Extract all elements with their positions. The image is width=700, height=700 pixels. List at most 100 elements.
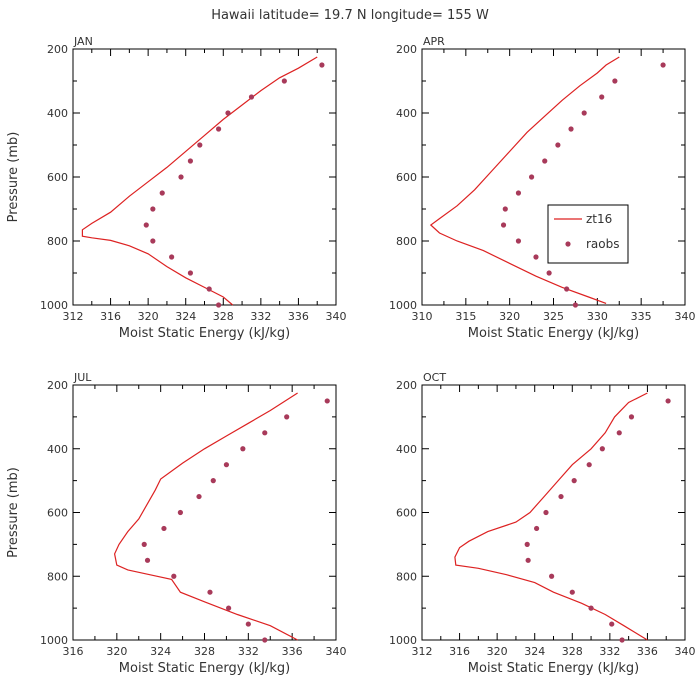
data-point-raobs bbox=[515, 190, 522, 196]
data-point-raobs bbox=[524, 541, 530, 547]
panel-jul: JUL 316 320 324 328 332 336 340 200 400 600 800 1000… bbox=[6, 371, 347, 676]
data-point-raobs bbox=[515, 238, 522, 244]
data-point-raobs bbox=[215, 126, 222, 132]
panel-title: APR bbox=[423, 35, 445, 48]
panel-title: OCT bbox=[423, 371, 446, 384]
y-tick-label: 1000 bbox=[389, 299, 417, 312]
y-tick-label: 800 bbox=[47, 235, 68, 248]
panels-container: JAN 312 316 320 324 328 332 336 340 200 400 600 800 1… bbox=[6, 35, 696, 676]
panel-title: JUL bbox=[73, 371, 92, 384]
data-point-raobs bbox=[555, 142, 561, 148]
x-tick-label: 320 bbox=[138, 310, 159, 323]
x-tick-label: 340 bbox=[675, 645, 696, 658]
x-axis-title: Moist Static Energy (kJ/kg) bbox=[119, 326, 290, 341]
y-tick-label: 800 bbox=[47, 570, 68, 583]
data-point-raobs bbox=[502, 206, 508, 212]
data-point-raobs bbox=[144, 557, 151, 563]
x-axis-title: Moist Static Energy (kJ/kg) bbox=[468, 661, 639, 676]
y-tick-label: 400 bbox=[47, 443, 68, 456]
y-tick-label: 800 bbox=[396, 235, 417, 248]
y-axis-title: Pressure (mb) bbox=[6, 132, 21, 223]
x-tick-label: 336 bbox=[637, 645, 658, 658]
x-tick-label: 340 bbox=[326, 645, 347, 658]
y-tick-label: 1000 bbox=[40, 634, 68, 647]
data-point-raobs bbox=[609, 621, 615, 627]
y-tick-label: 1000 bbox=[40, 299, 68, 312]
data-point-raobs bbox=[141, 541, 147, 547]
x-tick-label: 336 bbox=[288, 310, 309, 323]
data-point-raobs bbox=[215, 302, 222, 308]
panel-title: JAN bbox=[73, 35, 93, 48]
data-point-raobs bbox=[571, 478, 577, 484]
data-point-raobs bbox=[143, 222, 149, 228]
x-tick-label: 320 bbox=[487, 645, 508, 658]
data-point-raobs bbox=[599, 94, 605, 100]
data-point-raobs bbox=[177, 509, 183, 516]
figure-title: Hawaii latitude= 19.7 N longitude= 155 W bbox=[211, 8, 489, 23]
x-tick-label: 320 bbox=[106, 645, 127, 658]
y-tick-label: 400 bbox=[396, 107, 417, 120]
y-tick-label: 1000 bbox=[389, 634, 417, 647]
x-tick-label: 328 bbox=[194, 645, 215, 658]
y-tick-label: 800 bbox=[396, 570, 417, 583]
data-point-raobs bbox=[226, 605, 232, 611]
data-point-raobs bbox=[161, 525, 167, 532]
data-point-raobs bbox=[245, 621, 251, 627]
data-point-raobs bbox=[549, 573, 555, 579]
data-point-raobs bbox=[159, 190, 165, 196]
data-point-raobs bbox=[187, 158, 194, 164]
data-point-raobs bbox=[542, 158, 548, 164]
data-point-raobs bbox=[660, 62, 666, 68]
x-tick-label: 332 bbox=[238, 645, 259, 658]
data-point-raobs bbox=[543, 509, 549, 516]
data-point-raobs bbox=[240, 446, 246, 452]
y-tick-label: 200 bbox=[396, 43, 417, 56]
panel-jan: JAN 312 316 320 324 328 332 336 340 200 400 600 800 1… bbox=[6, 35, 347, 341]
x-tick-label: 340 bbox=[675, 310, 696, 323]
legend-box bbox=[547, 204, 629, 264]
data-point-raobs bbox=[500, 222, 507, 228]
y-tick-label: 600 bbox=[396, 507, 417, 520]
legend-label: raobs bbox=[586, 237, 620, 251]
panel-apr: APR 310 315 320 325 330 335 340 200 400 600 800 1000… bbox=[389, 35, 696, 341]
data-point-raobs bbox=[525, 557, 531, 563]
data-point-raobs bbox=[533, 254, 539, 260]
legend-marker-swatch bbox=[565, 241, 571, 247]
y-tick-label: 600 bbox=[396, 171, 417, 184]
y-tick-label: 600 bbox=[47, 507, 68, 520]
data-point-raobs bbox=[225, 110, 231, 116]
data-point-raobs bbox=[568, 126, 574, 132]
x-tick-label: 316 bbox=[449, 645, 470, 658]
data-point-raobs bbox=[171, 573, 177, 579]
x-tick-label: 324 bbox=[524, 645, 545, 658]
y-tick-label: 200 bbox=[47, 43, 68, 56]
y-axis-title: Pressure (mb) bbox=[6, 467, 21, 558]
series-line-zt16 bbox=[429, 56, 620, 304]
data-point-raobs bbox=[581, 110, 587, 116]
data-point-raobs bbox=[616, 430, 622, 436]
plot-frame bbox=[421, 384, 686, 641]
data-point-raobs bbox=[262, 637, 268, 643]
data-point-raobs bbox=[187, 270, 194, 276]
data-point-raobs bbox=[281, 78, 287, 84]
data-point-raobs bbox=[284, 414, 290, 420]
x-tick-label: 324 bbox=[175, 310, 196, 323]
data-point-raobs bbox=[564, 286, 570, 292]
legend: zt16 raobs bbox=[547, 204, 629, 264]
x-tick-label: 340 bbox=[326, 310, 347, 323]
x-tick-label: 336 bbox=[282, 645, 303, 658]
data-point-raobs bbox=[150, 206, 156, 212]
x-tick-label: 324 bbox=[150, 645, 171, 658]
data-point-raobs bbox=[628, 414, 635, 420]
data-point-raobs bbox=[262, 430, 268, 436]
y-tick-label: 200 bbox=[47, 379, 68, 392]
x-tick-label: 335 bbox=[631, 310, 652, 323]
x-tick-label: 315 bbox=[455, 310, 476, 323]
data-point-raobs bbox=[528, 174, 535, 180]
data-point-raobs bbox=[196, 493, 202, 500]
plot-frame bbox=[72, 48, 337, 306]
series-line-zt16 bbox=[454, 392, 648, 641]
data-point-raobs bbox=[248, 94, 255, 100]
data-point-raobs bbox=[586, 462, 592, 468]
